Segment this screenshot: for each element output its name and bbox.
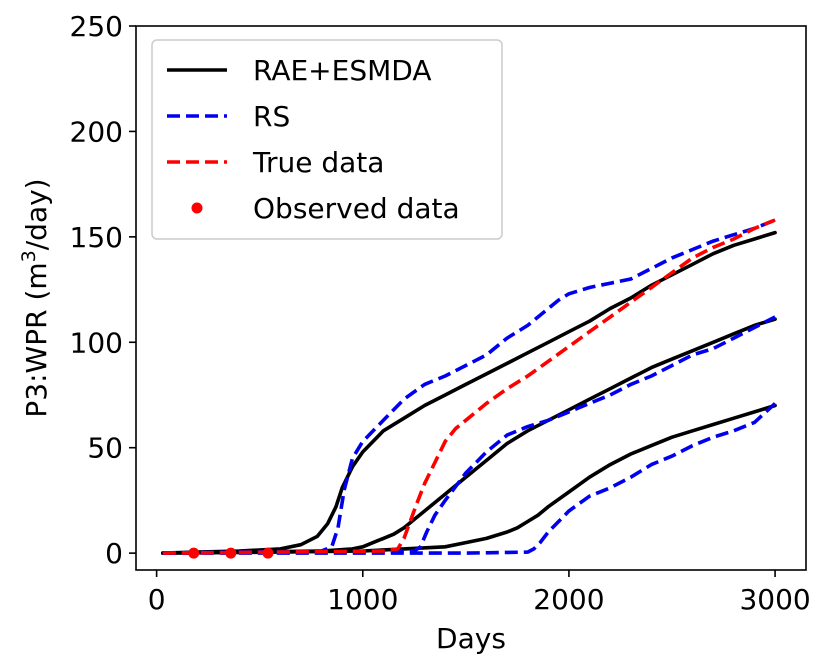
legend-swatch-observed-data [191, 202, 203, 214]
series-line-rs-4 [162, 315, 776, 555]
y-tick-label: 100 [70, 326, 123, 359]
series-line-rae-esmda-2 [161, 403, 777, 555]
legend-label-rae-esmda: RAE+ESMDA [253, 54, 431, 87]
series-line-rae-esmda-1 [161, 317, 777, 555]
y-axis: 0 50 100 150 200 250 [70, 10, 136, 570]
series-line-true-data-6 [162, 218, 776, 555]
legend: RAE+ESMDA RS True data Observed data [151, 39, 503, 240]
x-tick-label: 2000 [533, 583, 604, 616]
observed-point [225, 547, 237, 559]
y-axis-label: P3:WPR (m3/day) [18, 178, 53, 417]
x-tick-label: 1000 [327, 583, 398, 616]
series-line-rs-3 [162, 218, 776, 555]
legend-label-rs: RS [253, 100, 290, 133]
observed-point [262, 547, 274, 559]
legend-label-true-data: True data [252, 146, 384, 179]
x-tick-label: 0 [148, 583, 166, 616]
y-tick-label: 50 [87, 432, 123, 465]
y-tick-label: 250 [70, 10, 123, 43]
observed-markers [188, 547, 274, 559]
series-line-rs-5 [162, 402, 777, 555]
x-axis-label: Days [436, 622, 506, 655]
y-tick-label: 200 [70, 115, 123, 148]
legend-box [151, 39, 503, 240]
x-tick-label: 3000 [739, 583, 810, 616]
legend-label-observed-data: Observed data [253, 192, 460, 225]
y-tick-label: 150 [70, 221, 123, 254]
y-tick-label: 0 [105, 537, 123, 570]
x-axis: 0 1000 2000 3000 [148, 570, 811, 616]
plot-frame [135, 25, 807, 571]
series-line-rae-esmda-0 [161, 230, 777, 555]
observed-point [188, 547, 200, 559]
series-group [161, 218, 777, 555]
